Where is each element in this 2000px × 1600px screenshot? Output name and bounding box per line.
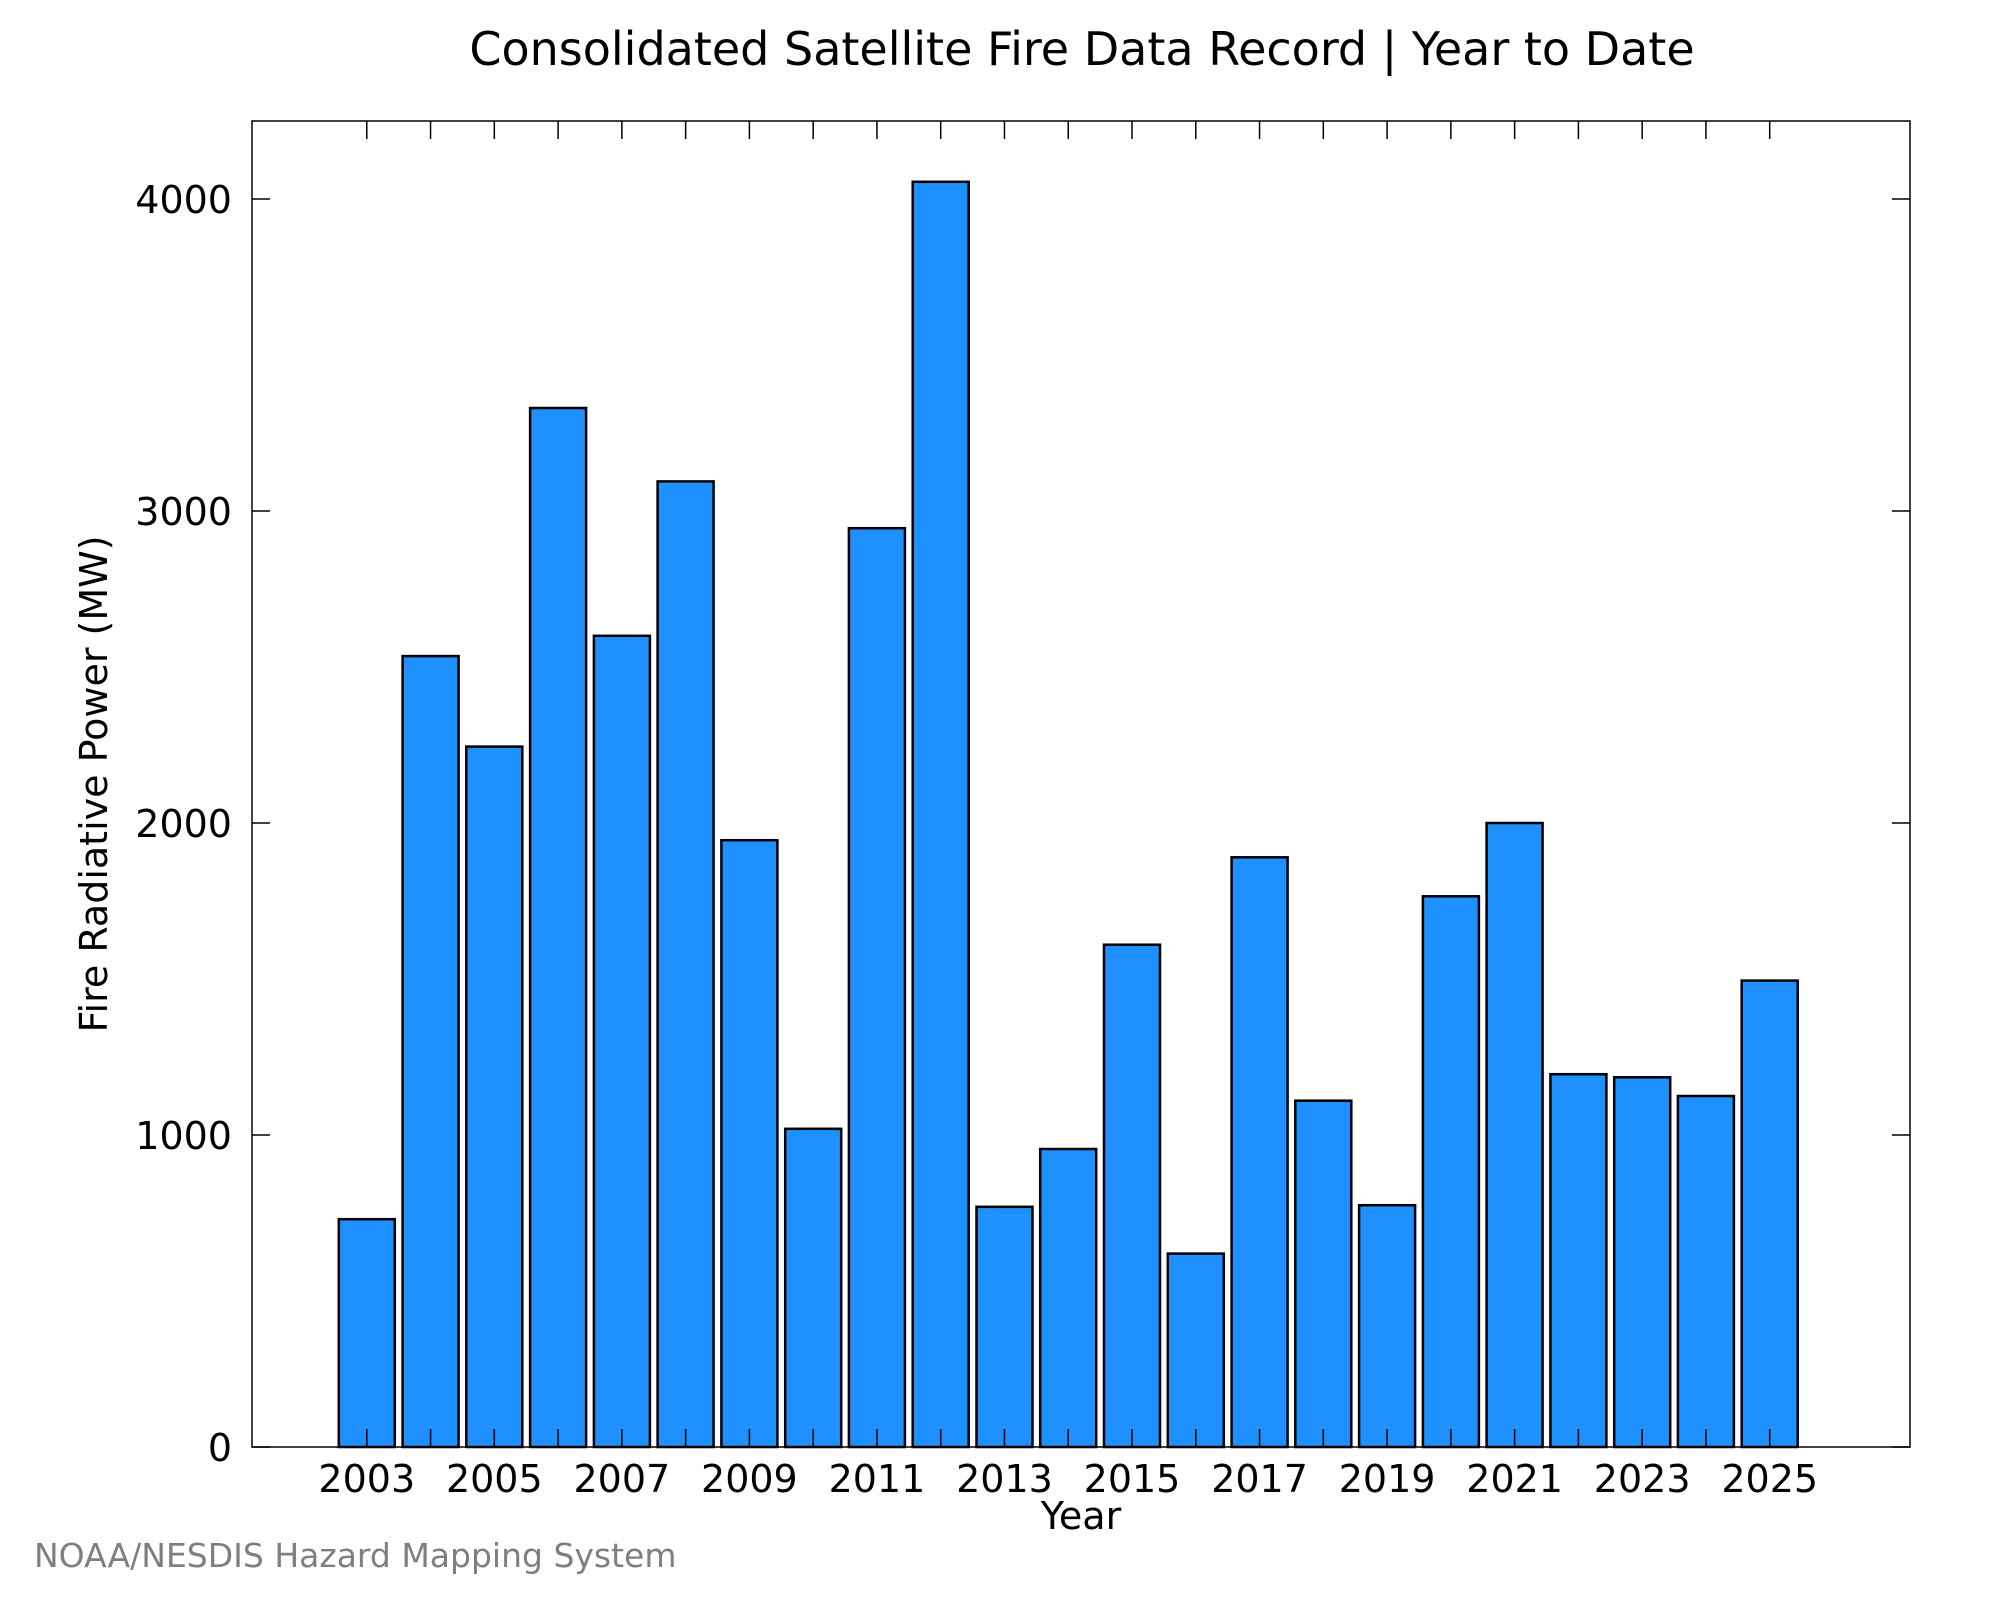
bar-2020 bbox=[1421, 895, 1481, 1449]
y-tick-label-0: 0 bbox=[208, 1426, 232, 1470]
x-tick-label-2013: 2013 bbox=[956, 1457, 1053, 1501]
x-tick-label-2021: 2021 bbox=[1466, 1457, 1563, 1501]
ticks-layer: 2003 2005 2007 2009 2011 2013 2015 2017 2019 2021… bbox=[135, 121, 1910, 1501]
bar-2012 bbox=[911, 180, 970, 1449]
x-tick-label-2005: 2005 bbox=[446, 1457, 543, 1501]
bar-2022 bbox=[1549, 1072, 1608, 1449]
chart-title: Consolidated Satellite Fire Data Record … bbox=[469, 22, 1694, 77]
bar-2011 bbox=[847, 526, 907, 1449]
bar-2023 bbox=[1612, 1076, 1672, 1449]
x-tick-label-2017: 2017 bbox=[1211, 1457, 1308, 1501]
bar-2006 bbox=[528, 406, 588, 1449]
y-axis-label: Fire Radiative Power (MW) bbox=[72, 535, 116, 1032]
bar-2018 bbox=[1294, 1099, 1353, 1449]
bar-2017 bbox=[1230, 856, 1289, 1449]
bar-2016 bbox=[1166, 1252, 1226, 1449]
bar-2025 bbox=[1740, 979, 1799, 1449]
x-tick-label-2007: 2007 bbox=[574, 1457, 671, 1501]
bar-2009 bbox=[720, 838, 779, 1449]
source-credit: NOAA/NESDIS Hazard Mapping System bbox=[34, 1536, 677, 1575]
bar-2024 bbox=[1676, 1094, 1736, 1449]
y-tick-label-1000: 1000 bbox=[135, 1114, 232, 1158]
bar-2007 bbox=[592, 634, 652, 1449]
x-tick-label-2015: 2015 bbox=[1084, 1457, 1181, 1501]
bar-2004 bbox=[401, 654, 460, 1449]
bar-2015 bbox=[1102, 943, 1162, 1449]
x-tick-label-2019: 2019 bbox=[1339, 1457, 1436, 1501]
bar-2010 bbox=[783, 1127, 843, 1449]
bars-layer bbox=[337, 180, 1799, 1449]
y-tick-label-4000: 4000 bbox=[135, 178, 232, 222]
plot-frame bbox=[251, 120, 1911, 1448]
bar-2008 bbox=[656, 480, 715, 1449]
y-tick-label-3000: 3000 bbox=[135, 490, 232, 534]
x-tick-label-2009: 2009 bbox=[701, 1457, 798, 1501]
bar-2021 bbox=[1485, 821, 1544, 1449]
x-tick-label-2023: 2023 bbox=[1594, 1457, 1691, 1501]
bar-2005 bbox=[465, 745, 524, 1449]
y-tick-label-2000: 2000 bbox=[135, 802, 232, 846]
bar-2013 bbox=[975, 1205, 1034, 1449]
x-tick-label-2025: 2025 bbox=[1721, 1457, 1818, 1501]
x-tick-label-2011: 2011 bbox=[829, 1457, 926, 1501]
bar-2014 bbox=[1038, 1147, 1098, 1449]
bar-2019 bbox=[1357, 1203, 1417, 1449]
x-axis-label: Year bbox=[1040, 1494, 1122, 1538]
bar-2003 bbox=[337, 1217, 397, 1449]
x-tick-label-2003: 2003 bbox=[318, 1457, 415, 1501]
